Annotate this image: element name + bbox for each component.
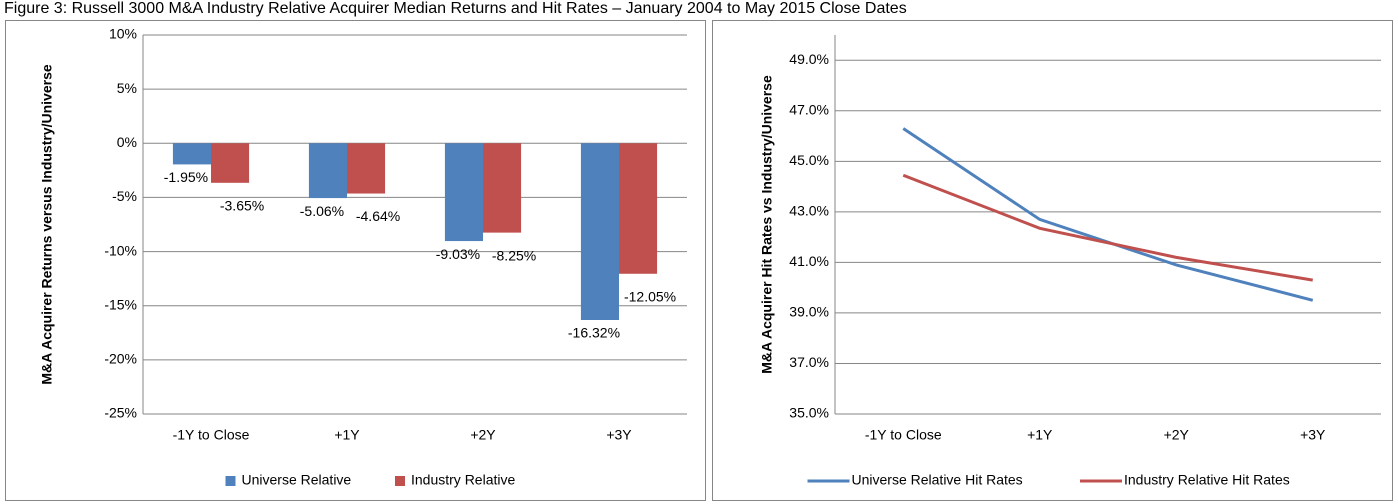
- bar: [619, 143, 658, 274]
- line-series: [902, 127, 1314, 302]
- legend-label: Universe Relative: [242, 472, 352, 488]
- x-tick-label: +3Y: [1300, 427, 1326, 443]
- x-tick-label: +3Y: [606, 427, 632, 443]
- data-label: -9.03%: [436, 246, 480, 262]
- y-tick-label: 39.0%: [789, 304, 829, 320]
- data-label: -1.95%: [164, 169, 208, 185]
- y-axis-title: M&A Acquirer Returns versus Industry/Uni…: [39, 64, 55, 384]
- legend-swatch: [225, 476, 236, 486]
- data-label: -8.25%: [492, 247, 536, 263]
- bar: [347, 143, 386, 194]
- y-tick-label: 47.0%: [789, 102, 829, 118]
- y-tick-label: -15%: [104, 296, 137, 312]
- legend-swatch: [395, 476, 405, 486]
- bar: [444, 143, 483, 242]
- legend-label: Industry Relative Hit Rates: [1124, 472, 1290, 488]
- bar: [172, 143, 211, 165]
- x-tick-label: -1Y to Close: [173, 427, 250, 443]
- data-label: -3.65%: [220, 198, 264, 214]
- y-tick-label: -10%: [104, 242, 137, 258]
- legend-label: Industry Relative: [411, 472, 515, 488]
- y-tick-label: 0%: [117, 134, 137, 150]
- y-tick-label: 37.0%: [789, 354, 829, 370]
- x-tick-label: +1Y: [1027, 427, 1053, 443]
- x-tick-label: -1Y to Close: [865, 427, 942, 443]
- x-tick-label: +1Y: [334, 427, 360, 443]
- panel-frame: [5, 20, 706, 501]
- data-label: -5.06%: [300, 203, 344, 219]
- line-series: [902, 173, 1313, 282]
- y-tick-label: 41.0%: [789, 253, 829, 269]
- y-tick-label: 43.0%: [789, 203, 829, 219]
- y-tick-label: 49.0%: [789, 51, 829, 67]
- y-tick-label: 10%: [109, 26, 137, 42]
- data-label: -12.05%: [624, 288, 676, 304]
- x-tick-label: +2Y: [1164, 427, 1190, 443]
- legend-label: Universe Relative Hit Rates: [852, 472, 1023, 488]
- data-label: -16.32%: [568, 325, 620, 341]
- y-tick-label: 5%: [117, 80, 137, 96]
- bar: [580, 143, 619, 321]
- y-tick-label: 45.0%: [789, 152, 829, 168]
- y-tick-label: -25%: [104, 405, 137, 421]
- y-tick-label: 35.0%: [789, 405, 829, 421]
- figure-title: Figure 3: Russell 3000 M&A Industry Rela…: [4, 0, 907, 17]
- bar: [308, 143, 347, 199]
- data-label: -4.64%: [356, 208, 400, 224]
- y-axis-title: M&A Acquirer Hit Rates vs Industry/Unive…: [759, 75, 775, 374]
- y-tick-label: -20%: [104, 351, 137, 367]
- bar: [483, 143, 522, 233]
- y-tick-label: -5%: [112, 188, 137, 204]
- x-tick-label: +2Y: [470, 427, 496, 443]
- panel-frame: [712, 20, 1393, 501]
- bar: [211, 143, 250, 183]
